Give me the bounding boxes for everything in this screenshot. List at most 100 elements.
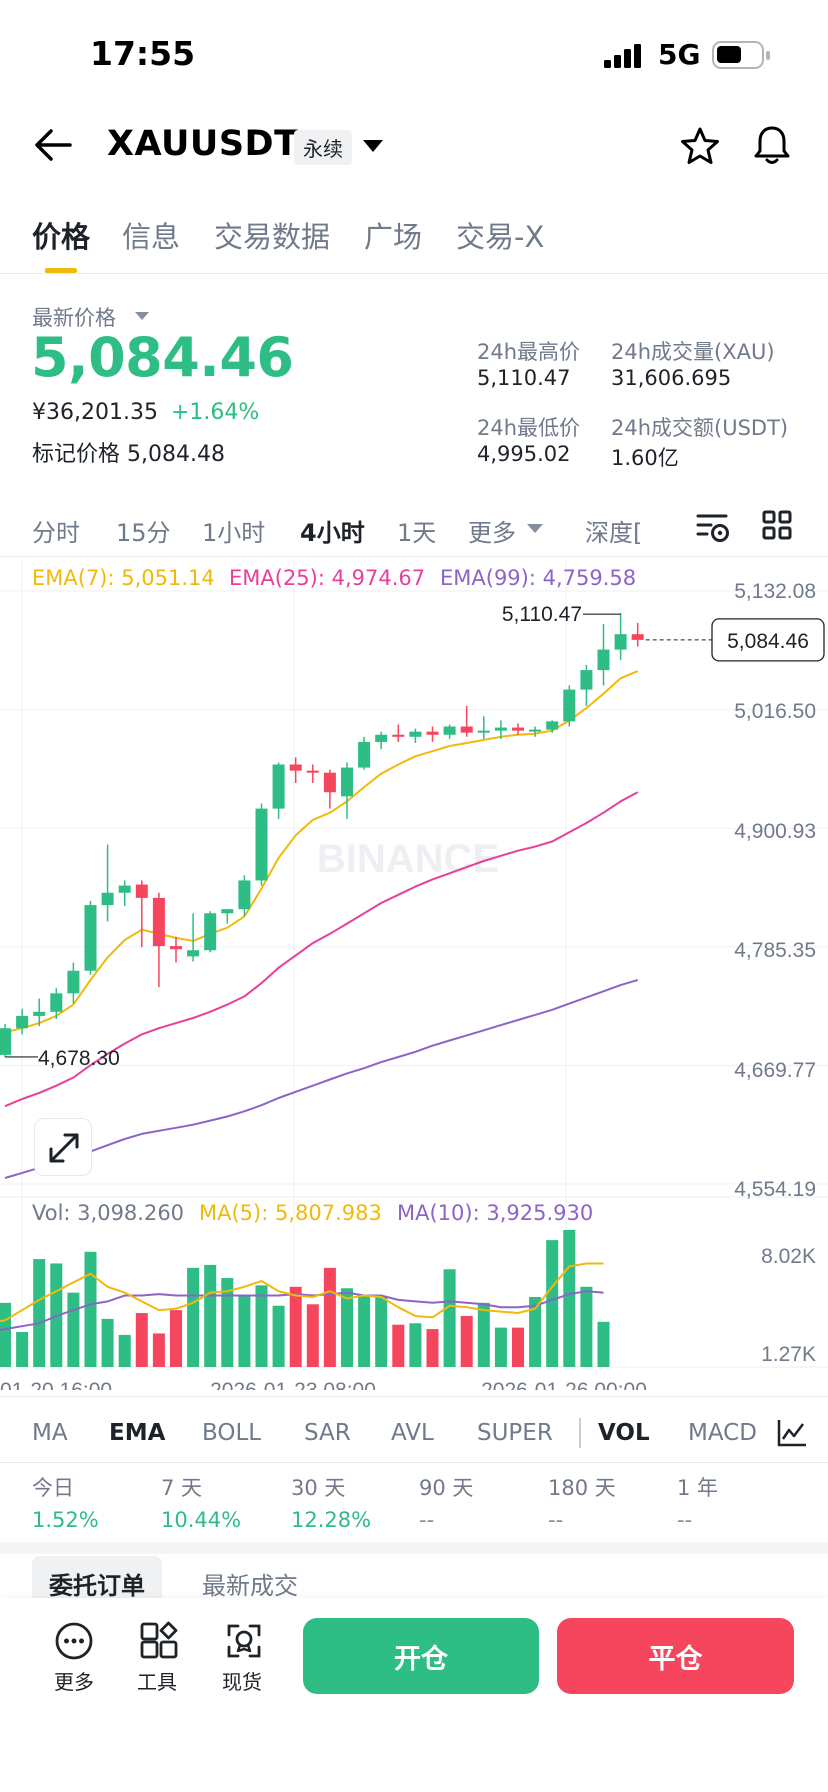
watermark-text: BINANCE [317,837,499,881]
candle-body [33,1011,46,1016]
volume-bar [33,1259,46,1367]
low-24h-label: 24h最低价 [477,416,581,440]
interval-1h[interactable]: 1小时 [202,519,266,547]
tab-info[interactable]: 信息 [122,220,181,254]
volume-24h-value: 31,606.695 [611,366,732,390]
y-axis-label: 4,554.19 [734,1178,816,1201]
candle-body [323,772,336,793]
spot-label[interactable]: 现货 [222,1670,262,1694]
interval-15m[interactable]: 15分 [116,519,171,547]
candle-body [631,634,644,640]
indicator-ema[interactable]: EMA [109,1420,166,1446]
contract-type-tag: 永续 [294,130,352,165]
x-axis-label: 2026-01-23 08:00 [210,1379,376,1390]
depth-tab[interactable]: 深度[ [585,519,643,547]
volume-bar [16,1332,29,1367]
indicator-boll[interactable]: BOLL [202,1420,262,1446]
tools-icon[interactable] [139,1621,179,1661]
symbol-title[interactable]: XAUUSDT [107,124,299,164]
current-price-box [711,618,825,662]
candle-body [409,731,422,737]
more-label[interactable]: 更多 [54,1670,94,1694]
indicator-sar[interactable]: SAR [304,1420,351,1446]
tab-trade-x[interactable]: 交易-X [456,220,545,254]
high-24h-value: 5,110.47 [477,366,571,390]
indicator-avl[interactable]: AVL [391,1420,434,1446]
section-separator [0,1542,828,1554]
volume-24h-label: 24h成交量(XAU) [611,340,775,364]
perf-90d-value: -- [419,1508,435,1532]
candle-body [84,905,97,971]
perf-30d-value: 12.28% [291,1508,372,1532]
last-price-dropdown-icon[interactable] [135,312,149,320]
layout-grid-icon[interactable] [762,510,792,540]
interval-4h[interactable]: 4小时 [300,519,365,547]
candle-body [118,885,131,893]
indicator-separator [579,1418,581,1448]
volume-bar [221,1278,234,1367]
volume-bar [67,1292,80,1367]
last-price-label[interactable]: 最新价格 [32,306,116,330]
interval-more[interactable]: 更多 [468,519,516,547]
back-arrow-icon[interactable] [34,128,72,162]
tools-label[interactable]: 工具 [137,1670,177,1694]
candle-body [221,909,234,914]
indicator-vol[interactable]: VOL [598,1420,650,1446]
tab-square[interactable]: 广场 [364,220,423,254]
candle-body [341,767,353,797]
x-axis-label: 2026-01-26 00:00 [481,1379,647,1390]
perf-180d-value: -- [548,1508,564,1532]
indicator-ma[interactable]: MA [32,1420,68,1446]
ma10-label: MA(10): 3,925.930 [397,1201,594,1225]
ema7-label: EMA(7): 5,051.14 [32,566,215,590]
fullscreen-button[interactable] [34,1118,92,1176]
tab-price[interactable]: 价格 [32,220,91,254]
ma5-label: MA(5): 5,807.983 [199,1201,382,1225]
chart-settings-icon[interactable] [695,510,731,544]
y-axis-label: 5,016.50 [734,700,816,723]
volume-bar [187,1267,200,1367]
perf-1y-value: -- [677,1508,693,1532]
more-dots-icon[interactable] [54,1621,94,1661]
x-axis-label: 01-20 16:00 [0,1379,112,1390]
cny-price: ¥36,201.35 [32,400,158,425]
chart-bottom-divider [0,1396,828,1397]
bell-icon[interactable] [752,124,792,166]
more-dropdown-icon[interactable] [527,524,543,533]
indicator-settings-icon[interactable] [776,1418,808,1448]
candle-body [204,913,217,951]
favorite-star-icon[interactable] [680,126,720,166]
perf-90d-label: 90 天 [419,1476,474,1500]
candle-body [512,727,524,731]
volume-bar [135,1313,148,1367]
volume-bar [101,1318,114,1367]
volume-bar [512,1327,524,1367]
indicator-macd[interactable]: MACD [688,1420,757,1446]
perf-today-label: 今日 [32,1476,74,1500]
close-position-button[interactable]: 平仓 [557,1618,794,1694]
spot-icon[interactable] [224,1621,264,1661]
open-position-button[interactable]: 开仓 [303,1618,539,1694]
volume-bar [323,1267,336,1367]
interval-divider [0,556,828,557]
candle-body [255,808,268,881]
indicator-super[interactable]: SUPER [477,1420,553,1446]
tab-latest-trades[interactable]: 最新成交 [202,1572,298,1600]
candle-body [152,897,165,947]
interval-timeline[interactable]: 分时 [32,519,80,547]
price-chart[interactable]: BINANCE 5,132.08 5,016.50 4,900.93 4,785.35… [0,560,828,1390]
volume-bar [426,1329,439,1367]
volume-bar [546,1240,559,1367]
interval-1d[interactable]: 1天 [397,519,437,547]
volume-bar [460,1315,473,1367]
symbol-dropdown-icon[interactable] [363,140,383,152]
ema25-line [4,791,639,1108]
amount-24h-label: 24h成交额(USDT) [611,416,789,440]
tab-trading-data[interactable]: 交易数据 [214,220,331,254]
volume-bar [392,1324,405,1367]
volume-bar [255,1285,268,1367]
candle-body [563,689,576,722]
tabs-divider [0,273,828,274]
perf-1y-label: 1 年 [677,1476,719,1500]
candle-body [135,884,148,898]
